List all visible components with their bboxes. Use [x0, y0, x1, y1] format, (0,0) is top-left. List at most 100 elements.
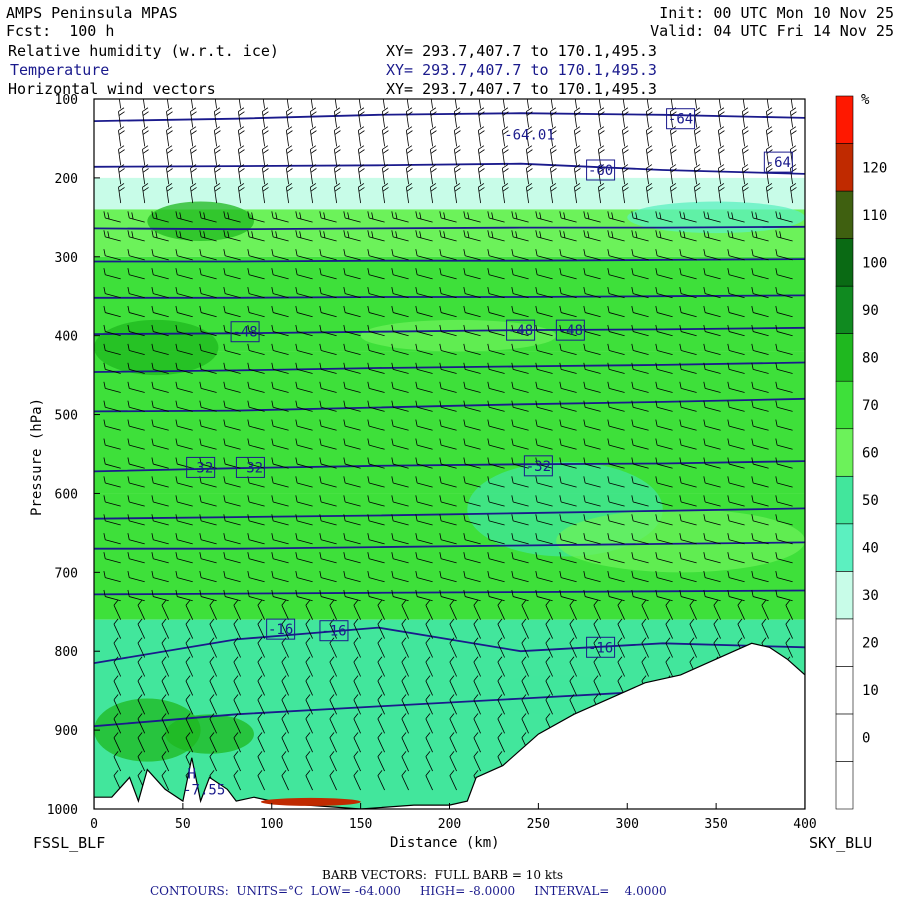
wind-barb: [679, 287, 697, 299]
wind-barb-shaft: [521, 661, 529, 677]
wind-barb-feather: [155, 231, 158, 238]
wind-barb: [223, 230, 241, 242]
wind-barb: [113, 751, 122, 772]
wind-barb-feather: [559, 533, 562, 540]
wind-barb-shaft: [333, 168, 337, 185]
wind-barb: [569, 618, 577, 639]
wind-barb-feather: [439, 589, 442, 597]
wind-barb-feather: [343, 533, 346, 540]
wind-barb-feather: [151, 419, 154, 427]
wind-barb-feather: [214, 145, 221, 150]
wind-barb: [607, 400, 625, 412]
wind-barb-shaft: [105, 425, 121, 431]
wind-barb-shaft: [393, 558, 409, 564]
wind-barb-feather: [367, 381, 370, 389]
wind-barb-feather: [343, 552, 346, 559]
wind-barb: [367, 457, 385, 469]
wind-barb: [727, 249, 745, 261]
wind-barb: [751, 249, 769, 261]
wind-barb: [679, 533, 697, 545]
wind-barb-feather: [574, 126, 581, 131]
wind-barb: [281, 675, 289, 696]
wind-barb-feather: [535, 305, 538, 313]
wind-barb-feather: [646, 149, 653, 154]
wind-barb: [703, 514, 721, 526]
wind-barb-feather: [233, 656, 239, 663]
wind-barb-feather: [703, 343, 706, 351]
wind-barb-shaft: [345, 312, 361, 318]
wind-barb-feather: [607, 268, 610, 275]
wind-barb: [573, 107, 581, 128]
wind-barb-shaft: [713, 642, 721, 658]
wind-barb: [391, 495, 409, 507]
wind-barb: [199, 419, 217, 431]
wind-barb-shaft: [537, 463, 553, 469]
wind-barb: [175, 552, 193, 564]
wind-barb: [703, 287, 721, 299]
wind-barb-feather: [718, 183, 725, 188]
wind-barb: [439, 476, 457, 488]
wind-barb-feather: [271, 268, 274, 275]
wind-barb-shaft: [142, 99, 146, 109]
wind-barb-feather: [295, 533, 298, 540]
wind-barb-shaft: [393, 217, 409, 223]
wind-barb-shaft: [669, 149, 673, 166]
wind-barb: [511, 381, 529, 393]
wind-barb-feather: [391, 268, 394, 275]
wind-barb-feather: [358, 187, 365, 192]
wind-barb-feather: [391, 476, 394, 484]
wind-barb-feather: [655, 324, 658, 332]
wind-barb-shaft: [777, 501, 793, 507]
wind-barb-feather: [497, 637, 503, 644]
colorbar-segment: [835, 571, 854, 620]
wind-barb-shaft: [357, 99, 361, 109]
wind-barb-feather: [179, 231, 182, 238]
wind-barb: [271, 305, 289, 318]
wind-barb-shaft: [105, 217, 121, 223]
wind-barb-feather: [353, 694, 359, 701]
wind-barb-feather: [391, 324, 394, 332]
wind-barb-shaft: [561, 387, 577, 393]
wind-barb: [223, 533, 241, 545]
wind-barb-shaft: [209, 756, 217, 772]
wind-barb-feather: [209, 656, 215, 663]
wind-barb: [549, 107, 557, 128]
wind-barb-feather: [334, 183, 341, 188]
wind-barb-shaft: [609, 236, 625, 242]
field-label-wind: Horizontal wind vectors: [8, 80, 216, 98]
wind-barb-feather: [665, 599, 671, 606]
wind-barb-shaft: [429, 99, 433, 109]
wind-barb-feather: [718, 145, 725, 150]
wind-barb: [439, 343, 457, 355]
wind-barb-shaft: [129, 274, 145, 280]
wind-barb-shaft: [633, 463, 649, 469]
wind-barb: [645, 126, 653, 147]
wind-barb-shaft: [201, 368, 217, 374]
wind-barb-shaft: [641, 642, 649, 658]
colorbar-segment: [835, 713, 854, 762]
wind-barb-feather: [713, 618, 719, 625]
wind-barb-feather: [689, 656, 695, 663]
wind-barb-shaft: [153, 406, 169, 412]
wind-barb-feather: [694, 111, 701, 116]
wind-barb-feather: [646, 111, 653, 116]
wind-barb-feather: [238, 130, 245, 135]
wind-barb-shaft: [633, 501, 649, 507]
wind-barb-feather: [271, 514, 274, 521]
wind-barb-feather: [611, 231, 614, 238]
wind-barb-feather: [463, 230, 466, 237]
wind-barb: [113, 732, 122, 753]
wind-barb-shaft: [441, 368, 457, 374]
wind-barb-shaft: [441, 463, 457, 469]
wind-barb-shaft: [118, 187, 122, 204]
wind-barb: [233, 751, 241, 772]
wind-barb-feather: [655, 457, 658, 465]
wind-barb-shaft: [129, 331, 145, 337]
wind-barb-feather: [175, 495, 178, 503]
wind-barb-feather: [329, 599, 335, 606]
wind-barb-shaft: [617, 642, 625, 658]
wind-barb-feather: [223, 514, 226, 521]
wind-barb-shaft: [405, 187, 409, 204]
wind-barb-shaft: [513, 387, 529, 393]
wind-barb-feather: [271, 476, 274, 484]
